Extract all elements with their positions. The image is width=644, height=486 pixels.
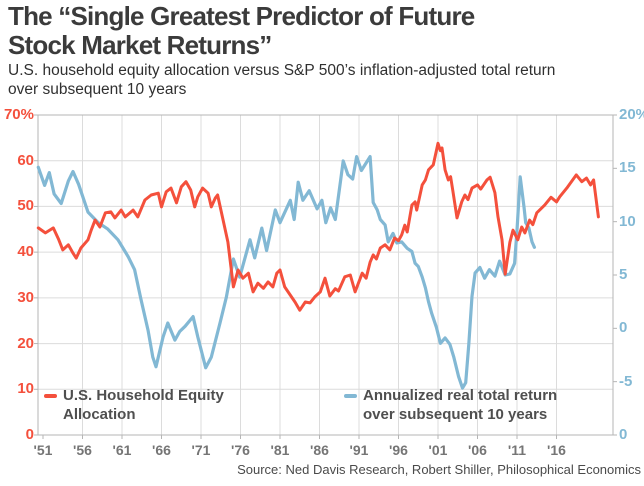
source-attribution: Source: Ned Davis Research, Robert Shill… bbox=[237, 462, 641, 477]
right-axis-label: 5 bbox=[619, 266, 628, 283]
x-axis-label: '56 bbox=[73, 442, 92, 458]
x-axis-label: '06 bbox=[468, 442, 487, 458]
right-axis-label: -5 bbox=[619, 372, 633, 390]
x-axis-label: '61 bbox=[112, 442, 132, 458]
title-line-2: Stock Market Returns” bbox=[8, 30, 272, 60]
x-axis-label: '81 bbox=[270, 442, 290, 458]
x-axis-label: '16 bbox=[547, 442, 566, 458]
right-axis-label: 20% bbox=[619, 106, 644, 123]
left-axis-label: 60 bbox=[17, 151, 34, 169]
right-axis-label: 15 bbox=[619, 159, 636, 177]
red-line-legend-swatch bbox=[44, 394, 57, 398]
left-axis-label: 0 bbox=[25, 426, 34, 443]
page-subtitle: U.S. household equity allocation versus … bbox=[8, 61, 555, 99]
left-axis-label: 50 bbox=[17, 197, 34, 215]
x-axis-label: '01 bbox=[428, 442, 448, 458]
x-axis-label: '96 bbox=[389, 442, 408, 458]
subtitle-line-2: over subsequent 10 years bbox=[8, 81, 187, 98]
legend-return-label: Annualized real total return over subseq… bbox=[363, 387, 558, 423]
allocation-line bbox=[36, 141, 600, 312]
right-axis-label: 0 bbox=[619, 426, 628, 443]
x-axis-label: '91 bbox=[349, 442, 369, 458]
x-axis-label: '11 bbox=[507, 442, 527, 458]
left-axis-label: 30 bbox=[17, 288, 34, 306]
x-axis-label: '51 bbox=[33, 442, 53, 458]
blue-line-legend-swatch bbox=[344, 394, 357, 398]
left-axis-label: 10 bbox=[17, 380, 34, 398]
right-axis-label: 10 bbox=[619, 212, 636, 230]
x-axis-label: '66 bbox=[152, 442, 171, 458]
page-title: The “Single Greatest Predictor of Future… bbox=[8, 1, 475, 60]
x-axis-label: '86 bbox=[310, 442, 329, 458]
legend-allocation-label: U.S. Household Equity Allocation bbox=[63, 387, 224, 423]
right-axis-label: 0 bbox=[619, 319, 628, 337]
left-axis-label: 20 bbox=[17, 334, 34, 352]
left-axis-label: 40 bbox=[17, 243, 34, 261]
title-line-1: The “Single Greatest Predictor of Future bbox=[8, 1, 475, 31]
x-axis-label: '71 bbox=[191, 442, 211, 458]
real-return-line bbox=[36, 155, 536, 390]
legend-household-equity-allocation: U.S. Household Equity Allocation bbox=[44, 386, 224, 424]
legend-annualized-real-return: Annualized real total return over subseq… bbox=[344, 386, 557, 424]
left-axis-label: 70% bbox=[3, 106, 34, 123]
subtitle-line-1: U.S. household equity allocation versus … bbox=[8, 62, 556, 79]
x-axis-label: '76 bbox=[231, 442, 250, 458]
